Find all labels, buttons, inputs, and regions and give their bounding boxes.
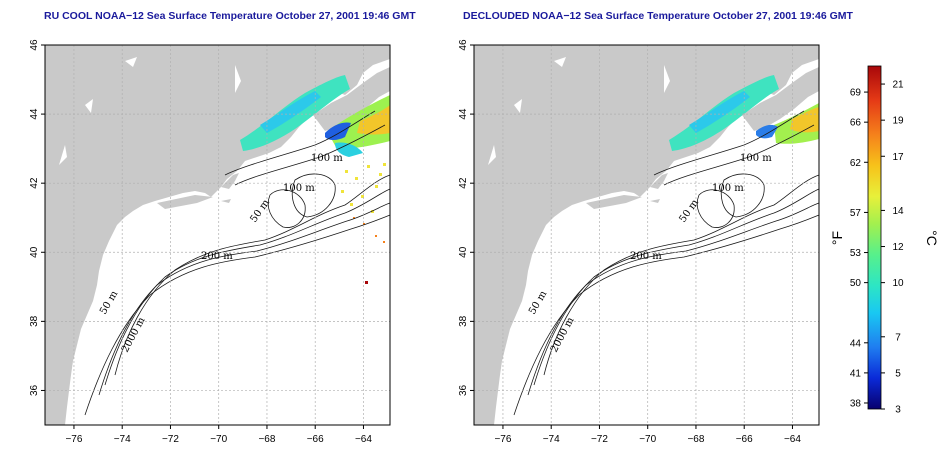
longitude-tick-label: −76 — [494, 434, 511, 445]
fahrenheit-tick-label: 69 — [850, 88, 862, 99]
longitude-tick-label: −70 — [639, 434, 656, 445]
longitude-tick-label: −76 — [65, 434, 82, 445]
right-map-panel: 100 m 100 m 50 m 200 m 50 m 2000 m — [473, 44, 820, 426]
latitude-tick-label: 36 — [458, 384, 469, 396]
longitude-tick-label: −68 — [258, 434, 275, 445]
celsius-axis-label: °C — [924, 230, 940, 246]
celsius-tick-label: 19 — [892, 116, 904, 127]
right-panel-title: DECLOUDED NOAA−12 Sea Surface Temperatur… — [463, 10, 853, 22]
left-panel-title: RU COOL NOAA−12 Sea Surface Temperature … — [44, 10, 416, 22]
contour-label: 100 m — [311, 153, 343, 164]
longitude-tick-label: −66 — [736, 434, 753, 445]
latitude-tick-label: 46 — [458, 39, 469, 51]
celsius-tick-label: 17 — [892, 152, 904, 163]
latitude-tick-label: 38 — [458, 315, 469, 327]
fahrenheit-tick-label: 62 — [850, 158, 862, 169]
fahrenheit-axis-label: °F — [829, 231, 845, 245]
fahrenheit-tick-label: 66 — [850, 118, 862, 129]
latitude-tick-label: 42 — [29, 177, 40, 189]
latitude-tick-label: 42 — [458, 177, 469, 189]
fahrenheit-tick-label: 41 — [850, 368, 862, 379]
latitude-tick-label: 44 — [458, 108, 469, 120]
latitude-tick-label: 40 — [458, 246, 469, 258]
contour-label: 200 m — [201, 251, 233, 262]
celsius-tick-label: 5 — [895, 368, 901, 379]
latitude-tick-label: 44 — [29, 108, 40, 120]
longitude-tick-label: −66 — [307, 434, 324, 445]
contour-label: 200 m — [630, 251, 662, 262]
longitude-tick-label: −68 — [687, 434, 704, 445]
contour-label: 100 m — [712, 183, 744, 194]
fahrenheit-tick-label: 57 — [850, 208, 862, 219]
celsius-tick-label: 7 — [895, 332, 901, 343]
longitude-tick-label: −72 — [591, 434, 608, 445]
latitude-tick-label: 36 — [29, 384, 40, 396]
fahrenheit-tick-label: 38 — [850, 398, 862, 409]
latitude-tick-label: 38 — [29, 315, 40, 327]
celsius-tick-label: 10 — [892, 278, 904, 289]
celsius-tick-label: 3 — [895, 405, 901, 416]
fahrenheit-tick-label: 50 — [850, 278, 862, 289]
longitude-tick-label: −74 — [543, 434, 560, 445]
celsius-tick-label: 12 — [892, 242, 904, 253]
contour-label: 100 m — [740, 153, 772, 164]
fahrenheit-tick-label: 53 — [850, 248, 862, 259]
latitude-tick-label: 46 — [29, 39, 40, 51]
sst-swath — [240, 75, 390, 284]
longitude-tick-label: −74 — [114, 434, 131, 445]
celsius-tick-label: 21 — [892, 80, 904, 91]
longitude-tick-label: −72 — [162, 434, 179, 445]
latitude-tick-label: 40 — [29, 246, 40, 258]
sst-swath — [669, 75, 819, 151]
celsius-tick-label: 14 — [892, 206, 904, 217]
fahrenheit-tick-label: 44 — [850, 338, 862, 349]
longitude-tick-label: −64 — [355, 434, 372, 445]
left-map-panel: 100 m 100 m 50 m 200 m 50 m 2000 m — [44, 44, 391, 426]
longitude-tick-label: −70 — [210, 434, 227, 445]
contour-label: 100 m — [283, 183, 315, 194]
longitude-tick-label: −64 — [784, 434, 801, 445]
